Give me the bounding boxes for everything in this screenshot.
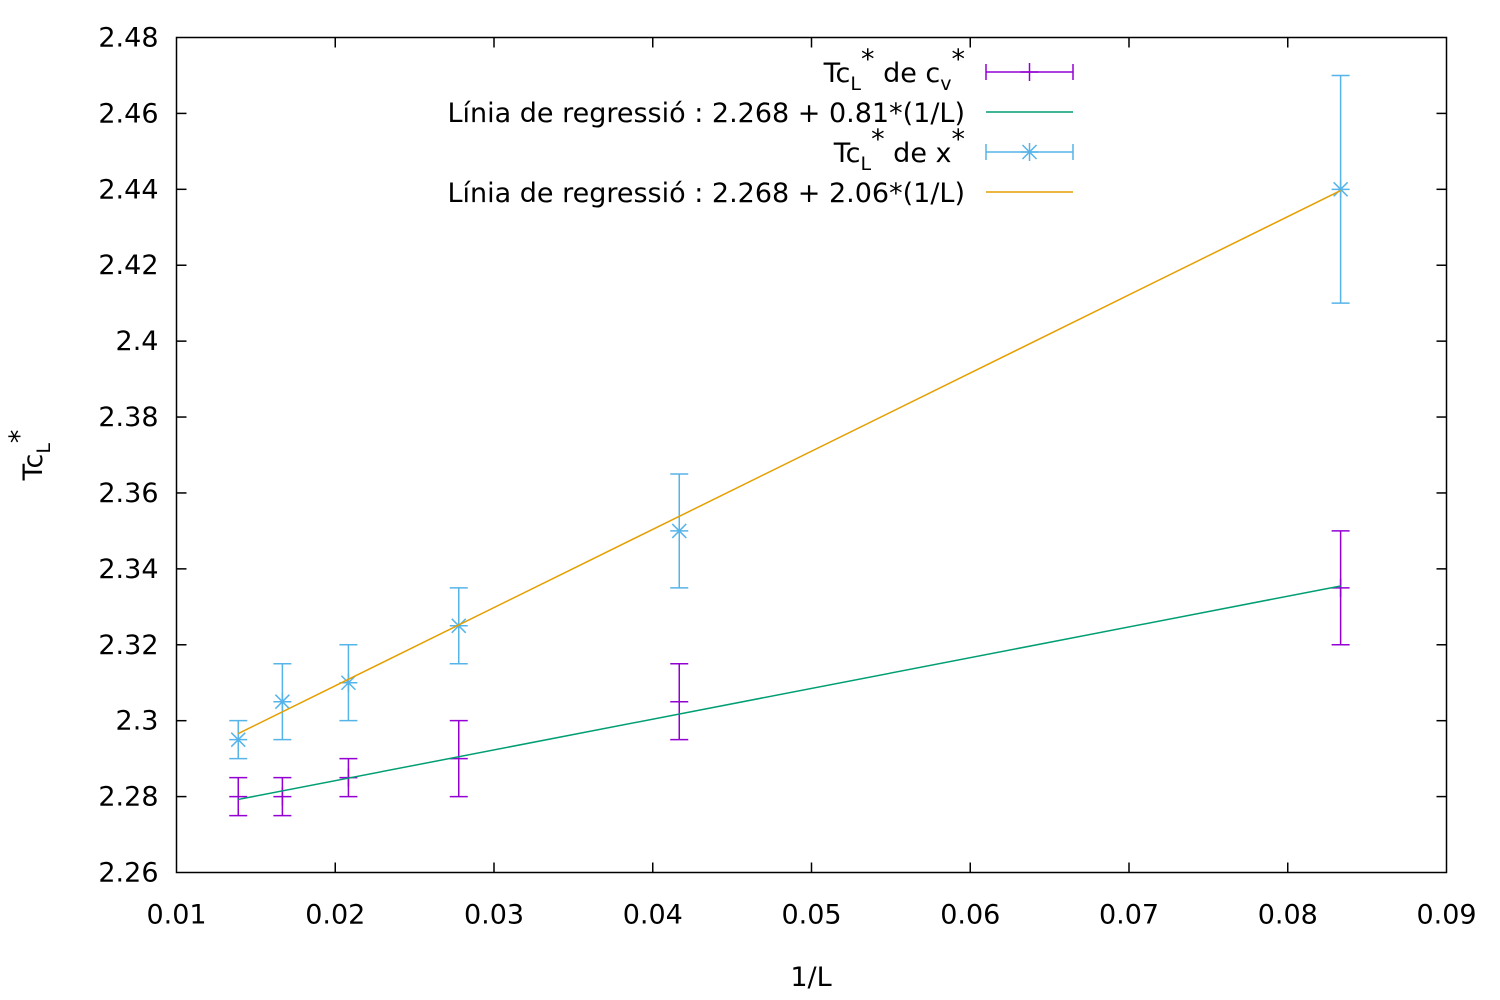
legend: TcL* de cv*Línia de regressió : 2.268 + … — [448, 44, 1074, 209]
x-axis-title: 1/L — [790, 962, 831, 993]
regression-line — [238, 585, 1341, 801]
series-1 — [238, 585, 1341, 801]
y-tick-label: 2.46 — [98, 98, 158, 129]
legend-entry-3: Línia de regressió : 2.268 + 2.06*(1/L) — [448, 178, 1073, 209]
y-axis-title: TcL* — [4, 430, 55, 482]
series-0 — [229, 530, 1350, 817]
star-stroke — [340, 675, 356, 691]
data-point — [273, 776, 292, 817]
star-stroke — [1021, 144, 1038, 160]
data-point — [449, 587, 468, 665]
regression-line — [237, 189, 1341, 735]
star-stroke — [1333, 181, 1349, 197]
legend-entry-0: TcL* de cv* — [823, 44, 1074, 95]
series-2 — [229, 74, 1350, 760]
y-tick-label: 2.26 — [98, 858, 158, 889]
legend-label: Línia de regressió : 2.268 + 2.06*(1/L) — [448, 178, 966, 209]
x-tick-label: 0.05 — [781, 900, 841, 931]
star-marker — [670, 521, 689, 540]
y-axis-title-main: Tc — [18, 454, 49, 482]
data-point — [1331, 530, 1350, 646]
plot-marks — [229, 74, 1350, 817]
data-point — [670, 473, 689, 589]
star-marker — [1331, 180, 1350, 199]
y-tick-label: 2.48 — [98, 23, 158, 54]
data-point — [339, 644, 358, 722]
y-tick-label: 2.44 — [98, 174, 158, 205]
y-tick-label: 2.28 — [98, 782, 158, 813]
star-marker — [229, 730, 248, 749]
data-point — [670, 663, 689, 741]
series-3 — [237, 189, 1341, 735]
data-point — [273, 663, 292, 741]
axis-ticks: 0.01 0.02 0.03 0.04 0.05 0.06 0.07 0.08 0.09 2.26… — [98, 23, 1476, 931]
y-tick-label: 2.38 — [98, 402, 158, 433]
star-marker — [449, 616, 468, 635]
data-point — [229, 719, 248, 760]
star-stroke — [451, 618, 467, 634]
x-tick-label: 0.08 — [1258, 900, 1318, 931]
data-point — [229, 776, 248, 817]
y-axis-title-sub: L — [33, 443, 55, 454]
y-tick-label: 2.36 — [98, 478, 158, 509]
star-stroke — [671, 523, 687, 539]
y-tick-label: 2.42 — [98, 250, 158, 281]
x-tick-label: 0.02 — [305, 900, 365, 931]
x-tick-label: 0.04 — [623, 900, 683, 931]
y-tick-label: 2.34 — [98, 554, 158, 585]
legend-label: Línia de regressió : 2.268 + 0.81*(1/L) — [448, 98, 966, 129]
y-tick-label: 2.4 — [116, 326, 159, 357]
x-tick-label: 0.09 — [1416, 900, 1476, 931]
y-axis-title-sup: * — [4, 430, 35, 444]
plot-frame — [175, 36, 1448, 874]
legend-entry-1: Línia de regressió : 2.268 + 0.81*(1/L) — [448, 98, 1073, 129]
x-tick-label: 0.03 — [464, 900, 524, 931]
star-stroke — [274, 694, 290, 710]
x-tick-label: 0.06 — [940, 900, 1000, 931]
data-point — [1331, 74, 1350, 304]
x-tick-label: 0.07 — [1099, 900, 1159, 931]
star-marker — [273, 692, 292, 711]
x-tick-label: 0.01 — [146, 900, 206, 931]
star-stroke — [230, 732, 246, 748]
legend-label: TcL* de cv* — [823, 44, 965, 95]
y-tick-label: 2.32 — [98, 630, 158, 661]
legend-entry-2: TcL* de x* — [833, 124, 1074, 175]
legend-label: TcL* de x* — [833, 124, 965, 175]
svg-text:TcL*: TcL* — [4, 430, 55, 482]
star-marker — [1020, 143, 1039, 161]
y-tick-label: 2.3 — [116, 706, 159, 737]
